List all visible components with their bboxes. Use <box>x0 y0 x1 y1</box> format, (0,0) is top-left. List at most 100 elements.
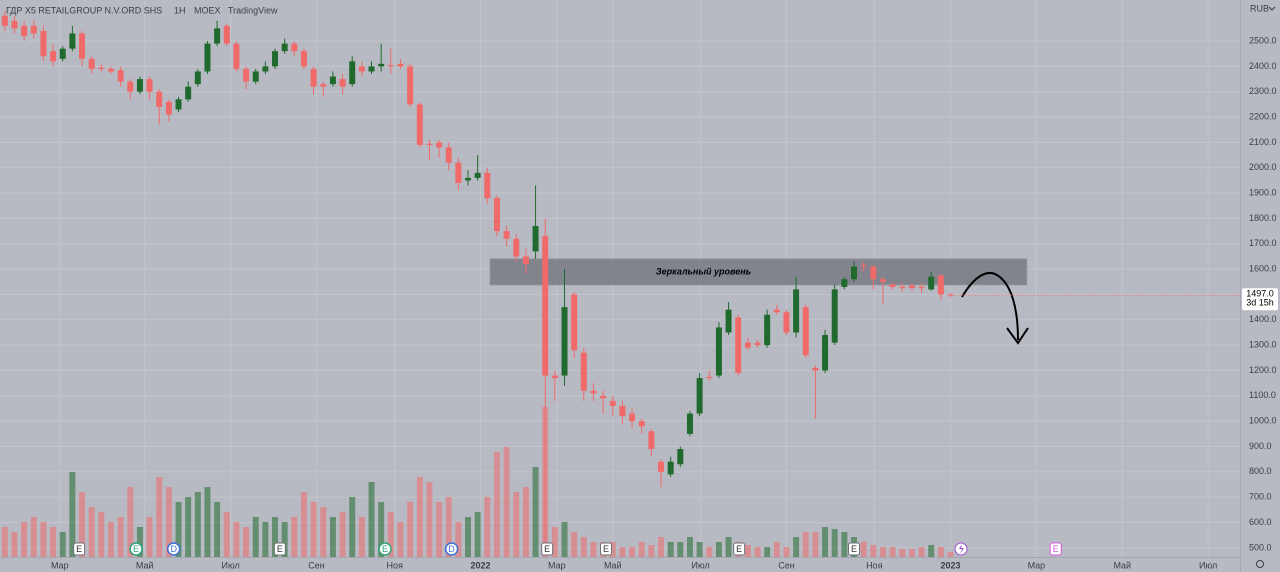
event-icon[interactable] <box>273 542 286 556</box>
volume-bar <box>822 527 829 557</box>
candle-body <box>416 104 423 145</box>
candle-body <box>59 48 66 59</box>
volume-bar <box>889 547 896 557</box>
candle-body <box>349 61 356 85</box>
volume-bar <box>493 452 500 557</box>
y-tick-label: 2300.0 <box>1249 86 1277 96</box>
event-icon[interactable] <box>444 542 459 556</box>
x-tick-label: Июл <box>1199 560 1217 570</box>
x-tick-label: Июл <box>691 560 709 570</box>
volume-bar <box>185 497 192 557</box>
volume-bar <box>445 497 452 557</box>
event-icon[interactable] <box>73 542 86 556</box>
volume-bar <box>69 472 76 557</box>
y-tick-label: 2000.0 <box>1249 162 1277 172</box>
event-icon[interactable] <box>129 542 143 556</box>
volume-bar <box>165 487 172 557</box>
candle-body <box>600 395 607 399</box>
candle-body <box>561 307 568 376</box>
x-tick-label: Ноя <box>386 560 403 570</box>
candle-body <box>233 43 240 69</box>
candle-body <box>320 84 327 87</box>
candle-body <box>609 400 616 406</box>
candle-body <box>686 413 693 434</box>
candle-body <box>329 76 336 85</box>
x-tick-label: Май <box>1113 560 1131 570</box>
candle-body <box>879 279 886 282</box>
candle-body <box>69 33 76 49</box>
candle-body <box>378 63 385 67</box>
event-icon[interactable] <box>541 542 554 556</box>
countdown: 3d 15h <box>1246 298 1274 308</box>
x-tick-label: Июл <box>221 560 239 570</box>
candle-body <box>243 68 250 82</box>
event-label: E <box>603 544 609 554</box>
candle-body <box>107 68 114 72</box>
volume-bar <box>243 527 250 557</box>
candle-body <box>706 376 713 379</box>
candle-body <box>551 375 558 379</box>
event-icon[interactable] <box>1049 542 1062 556</box>
volume-bar <box>233 522 240 557</box>
volume-bar <box>175 502 182 557</box>
currency-dropdown-icon[interactable] <box>1268 6 1276 11</box>
candle-body <box>696 378 703 414</box>
candle-body <box>146 79 153 92</box>
event-label: D <box>448 544 455 554</box>
candle-body <box>223 25 230 44</box>
event-label: E <box>76 544 82 554</box>
volume-bar <box>879 547 886 557</box>
candle-body <box>214 28 221 44</box>
currency[interactable]: RUB <box>1250 3 1269 13</box>
candle-body <box>899 286 906 289</box>
candle-body <box>445 147 452 163</box>
volume-bar <box>329 517 336 557</box>
settings-icon[interactable] <box>1256 560 1264 568</box>
candle-body <box>831 289 838 343</box>
event-label: E <box>544 544 550 554</box>
event-icon-bolt <box>959 544 964 554</box>
event-icon[interactable] <box>733 542 746 556</box>
y-tick-label: 1300.0 <box>1249 340 1277 350</box>
event-label: E <box>133 544 139 554</box>
volume-bar <box>358 517 365 557</box>
volume-bar <box>908 549 915 557</box>
volume-bar <box>455 522 462 557</box>
candle-body <box>937 275 944 295</box>
event-icon[interactable] <box>378 542 392 556</box>
zone-label: Зеркальный уровень <box>656 266 751 276</box>
volume-bar <box>561 522 568 557</box>
volume-bar <box>860 542 867 557</box>
candle-body <box>754 342 761 346</box>
event-icon[interactable] <box>848 542 861 556</box>
candle-body <box>725 309 732 333</box>
volume-bar <box>764 547 771 557</box>
volume-bar <box>928 545 935 557</box>
volume-bar <box>474 512 481 557</box>
x-tick-label: Мар <box>51 560 69 570</box>
candle-body <box>542 236 549 376</box>
candle-body <box>822 335 829 371</box>
volume-bar <box>590 542 597 557</box>
candle-body <box>619 405 626 417</box>
volume-bar <box>754 547 761 557</box>
volume-bar <box>706 547 713 557</box>
candle-body <box>310 68 317 87</box>
event-icon[interactable] <box>600 542 613 556</box>
y-tick-label: 600.0 <box>1249 517 1272 527</box>
x-tick-label: 2022 <box>471 560 491 570</box>
candle-body <box>532 226 539 252</box>
event-label: E <box>1053 544 1059 554</box>
y-tick-label: 500.0 <box>1249 542 1272 552</box>
volume-bar <box>629 547 636 557</box>
candle-body <box>638 421 645 427</box>
candle-body <box>358 66 365 72</box>
event-icon[interactable] <box>166 542 181 556</box>
candle-body <box>851 266 857 280</box>
candle-body <box>735 317 742 374</box>
x-tick-label: Сен <box>778 560 795 570</box>
candle-body <box>908 285 915 289</box>
y-tick-label: 1800.0 <box>1249 213 1277 223</box>
volume-bar <box>272 517 279 557</box>
